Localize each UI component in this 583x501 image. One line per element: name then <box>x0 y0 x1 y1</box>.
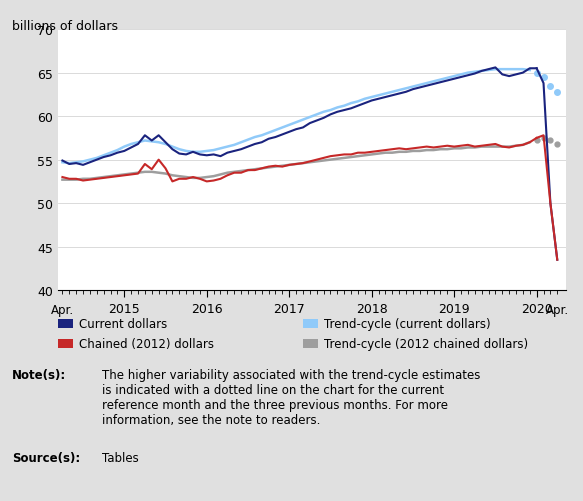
Text: Chained (2012) dollars: Chained (2012) dollars <box>79 337 214 350</box>
Text: Trend-cycle (2012 chained dollars): Trend-cycle (2012 chained dollars) <box>324 337 528 350</box>
Text: Trend-cycle (current dollars): Trend-cycle (current dollars) <box>324 317 490 330</box>
Text: Tables: Tables <box>102 451 142 464</box>
Text: Apr.: Apr. <box>51 304 74 317</box>
Text: Apr.: Apr. <box>546 304 569 317</box>
Text: Source(s):: Source(s): <box>12 451 80 464</box>
Text: Note(s):: Note(s): <box>12 368 66 381</box>
Text: Current dollars: Current dollars <box>79 317 167 330</box>
Text: The higher variability associated with the trend-cycle estimates
is indicated wi: The higher variability associated with t… <box>102 368 480 426</box>
Text: billions of dollars: billions of dollars <box>12 20 118 33</box>
